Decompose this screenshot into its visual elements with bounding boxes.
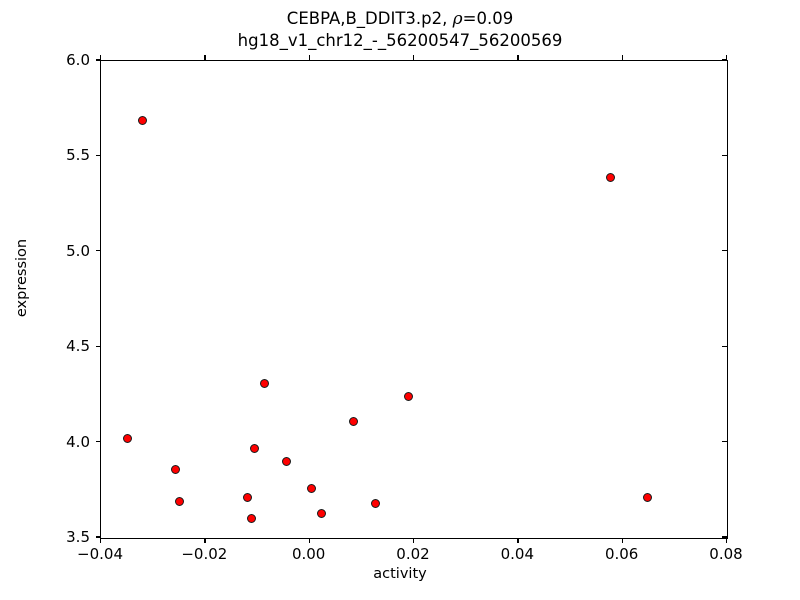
- y-axis-label: expression: [14, 238, 30, 318]
- x-tick-mark: [517, 538, 519, 543]
- scatter-point: [281, 457, 291, 467]
- y-tick-mark: [96, 440, 101, 443]
- x-tick-mark-top: [726, 55, 728, 60]
- y-tick-mark-right: [722, 250, 727, 252]
- scatter-point: [170, 464, 180, 474]
- x-tick-mark: [100, 538, 102, 543]
- scatter-point: [174, 497, 184, 507]
- scatter-point: [249, 443, 259, 453]
- x-tick-label: 0.02: [396, 545, 430, 563]
- scatter-point: [246, 514, 256, 524]
- x-tick-label: 0.06: [604, 545, 639, 563]
- x-tick-mark: [621, 538, 623, 543]
- x-tick-mark: [204, 538, 206, 543]
- chart-title-line-1-suffix: =0.09: [462, 9, 514, 28]
- rho-symbol: ρ: [452, 9, 463, 29]
- x-tick-label: 0.04: [500, 545, 535, 563]
- scatter-point: [348, 417, 358, 427]
- x-tick-mark-top: [413, 55, 415, 60]
- y-tick-label: 3.5: [66, 528, 90, 546]
- x-tick-mark-top: [517, 55, 519, 60]
- x-tick-mark-top: [204, 55, 206, 60]
- chart-title-line-1: CEBPA,B_DDIT3.p2, ρ=0.09: [0, 8, 800, 30]
- y-tick-mark: [96, 59, 101, 61]
- plot-area[interactable]: [100, 60, 728, 539]
- chart-title-line-1-prefix: CEBPA,B_DDIT3.p2,: [286, 9, 453, 28]
- y-tick-label: 4.5: [66, 337, 90, 356]
- scatter-point: [403, 392, 413, 402]
- chart-title: CEBPA,B_DDIT3.p2, ρ=0.09 hg18_v1_chr12_-…: [0, 8, 800, 51]
- y-tick-mark: [96, 154, 101, 157]
- x-tick-mark-top: [100, 55, 102, 60]
- y-tick-label: 6.0: [66, 51, 90, 69]
- y-tick-mark: [96, 345, 101, 347]
- y-tick-label: 5.5: [66, 146, 90, 165]
- x-tick-label: 0.08: [709, 545, 743, 563]
- y-tick-mark: [96, 536, 101, 538]
- x-tick-mark: [308, 538, 310, 543]
- x-tick-mark-top: [621, 55, 623, 60]
- y-tick-label: 5.0: [66, 241, 90, 260]
- y-tick-mark-right: [722, 440, 727, 443]
- y-tick-mark-right: [722, 345, 727, 347]
- scatter-point: [306, 483, 316, 493]
- x-axis-label: activity: [373, 566, 427, 582]
- y-tick-mark: [96, 250, 101, 252]
- scatter-point: [316, 508, 326, 518]
- x-tick-mark: [726, 538, 728, 543]
- x-tick-label: −0.02: [181, 545, 228, 563]
- scatter-point: [606, 172, 616, 182]
- scatter-point: [643, 493, 653, 503]
- scatter-point: [260, 378, 270, 388]
- y-tick-mark-right: [722, 536, 727, 538]
- x-tick-label: 0.00: [291, 545, 326, 563]
- scatter-point: [370, 499, 380, 509]
- y-tick-mark-right: [722, 154, 727, 157]
- x-tick-mark-top: [308, 55, 310, 60]
- y-tick-label: 4.0: [66, 432, 90, 451]
- scatter-point: [242, 493, 252, 503]
- x-tick-label: −0.04: [77, 545, 123, 563]
- chart-subtitle-line-2: hg18_v1_chr12_-_56200547_56200569: [237, 31, 563, 50]
- scatter-point: [137, 115, 147, 125]
- scatter-point: [122, 434, 132, 444]
- y-tick-mark-right: [722, 59, 727, 61]
- scatter-points-layer: [101, 61, 727, 538]
- x-tick-mark: [413, 538, 415, 543]
